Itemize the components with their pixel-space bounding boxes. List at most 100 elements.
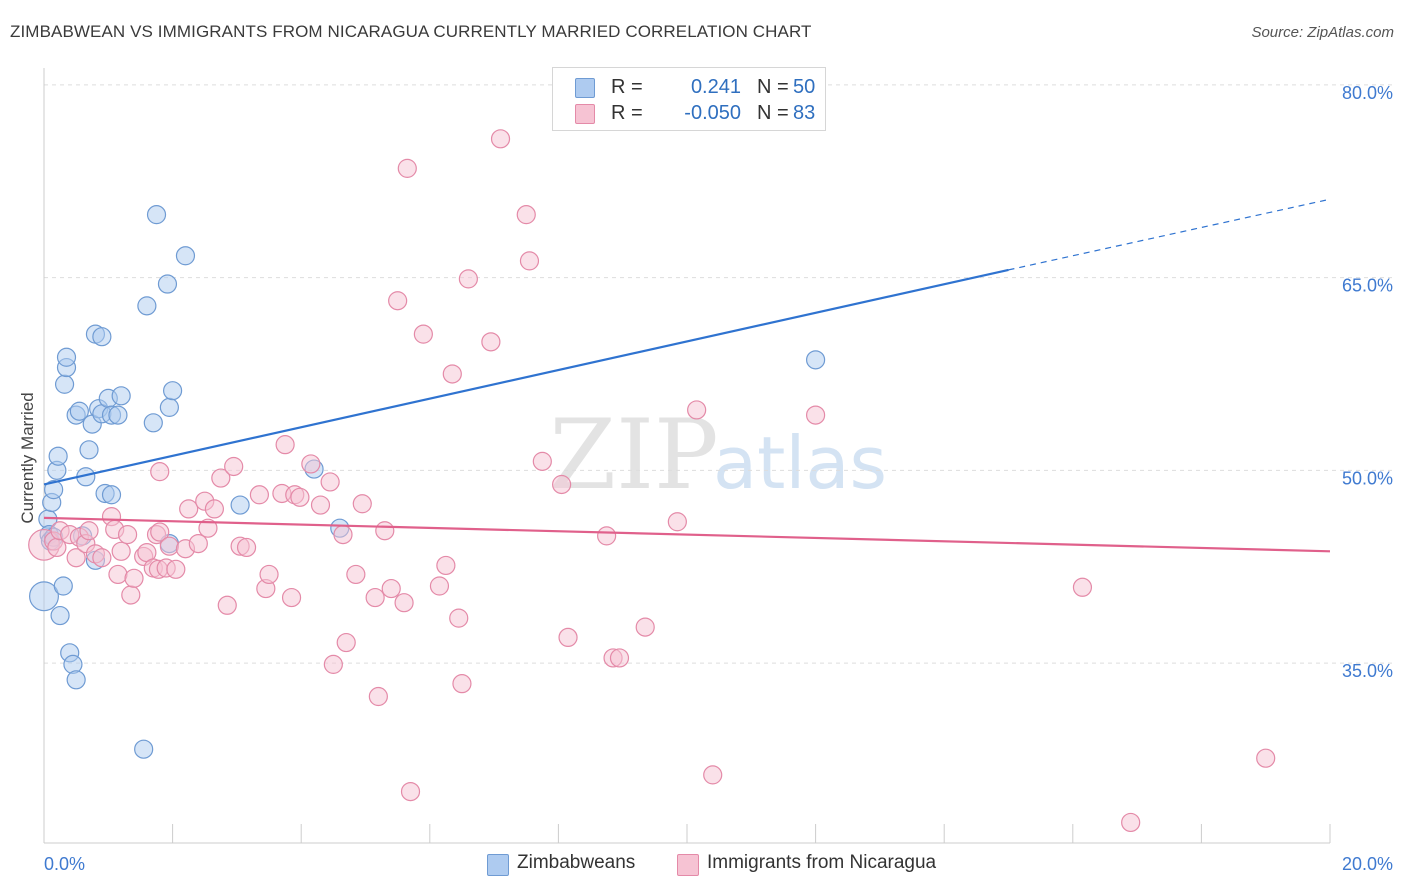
nicaragua-point (442, 364, 462, 384)
nicaragua-point (532, 451, 552, 471)
nicaragua-point (275, 435, 295, 455)
r-value: 0.241 (690, 76, 741, 98)
y-tick-label: 80.0% (1342, 83, 1393, 103)
nicaragua-point (320, 472, 340, 492)
r-value: -0.050 (684, 102, 741, 124)
nicaragua-point (381, 578, 401, 599)
nicaragua-point (259, 564, 279, 585)
nicaragua-point (490, 129, 511, 149)
x-tick-label: 0.0% (44, 854, 85, 874)
nicaragua-point (117, 524, 138, 545)
zimbabwean-point (137, 296, 157, 316)
nicaragua-point (198, 518, 218, 538)
zimbabwean-point (44, 480, 64, 500)
zimbabwean-point (69, 401, 89, 421)
nicaragua-point (1256, 748, 1276, 768)
zimbabwean-point (29, 581, 59, 612)
zimbabwean-point (134, 739, 154, 759)
zimbabwean-point (175, 246, 196, 266)
zimbabwean-point (92, 327, 112, 347)
zimbabwean-point (157, 274, 178, 294)
zimbabwean-point (108, 405, 128, 425)
nicaragua-point (336, 632, 356, 653)
nicaragua-point (436, 555, 456, 576)
legend-swatch-pink (677, 854, 699, 876)
nicaragua-point (687, 400, 707, 420)
zimbabwean-point (111, 386, 131, 406)
y-tick-label: 35.0% (1342, 661, 1393, 681)
nicaragua-point (429, 576, 450, 596)
n-label: N = (757, 102, 789, 124)
zimbabwean-trend-extension (1008, 198, 1331, 271)
nicaragua-point (150, 462, 170, 482)
nicaragua-point (516, 205, 536, 225)
zimbabwean-point (230, 495, 250, 515)
legend-swatch-pink (575, 104, 595, 124)
nicaragua-point (609, 648, 630, 668)
nicaragua-point (224, 456, 244, 477)
nicaragua-point (249, 485, 270, 505)
nicaragua-point (703, 765, 723, 785)
nicaragua-point (79, 521, 99, 541)
zimbabwean-point (143, 413, 163, 433)
nicaragua-point (413, 324, 433, 344)
zimbabwean-point (146, 205, 167, 225)
zimbabwean-trend-line (43, 268, 1009, 486)
correlation-legend: R = 0.241 N = 50 R = -0.050 N = 83 (552, 67, 826, 131)
nicaragua-point (805, 405, 826, 425)
nicaragua-point (166, 559, 186, 579)
legend-label: Zimbabweans (517, 852, 636, 873)
nicaragua-point (375, 521, 395, 541)
nicaragua-point (124, 568, 144, 588)
nicaragua-point (1121, 812, 1141, 833)
source-label: Source: ZipAtlas.com (1251, 24, 1394, 41)
zimbabwean-point (53, 576, 73, 596)
zimbabwean-point (805, 350, 826, 370)
nicaragua-point (108, 564, 128, 585)
watermark-atlas: atlas (713, 421, 887, 505)
nicaragua-point (400, 781, 421, 802)
n-value: 50 (793, 76, 816, 98)
y-tick-label: 65.0% (1342, 276, 1393, 296)
nicaragua-point (310, 495, 331, 515)
nicaragua-point (352, 494, 372, 514)
nicaragua-point (519, 251, 540, 271)
nicaragua-point (111, 541, 131, 561)
nicaragua-point (346, 564, 366, 585)
nicaragua-point (159, 536, 179, 556)
nicaragua-point (458, 269, 478, 289)
nicaragua-point (236, 537, 257, 558)
nicaragua-point (121, 585, 141, 605)
nicaragua-point (481, 332, 501, 352)
zimbabwean-point (56, 347, 77, 367)
nicaragua-point (667, 512, 687, 532)
nicaragua-point (281, 587, 302, 608)
nicaragua-point (92, 548, 112, 568)
zimbabwean-point (66, 670, 86, 690)
legend-label: Immigrants from Nicaragua (707, 852, 937, 873)
zimbabwean-point (163, 381, 183, 401)
nicaragua-point (397, 158, 417, 178)
nicaragua-point (150, 522, 170, 542)
zimbabwean-point (54, 374, 75, 394)
nicaragua-point (217, 595, 237, 615)
watermark-zip: ZIP (549, 399, 718, 511)
zimbabwean-point (50, 605, 70, 626)
x-tick-label: 20.0% (1342, 854, 1393, 874)
nicaragua-point (558, 627, 578, 648)
zimbabwean-point (79, 440, 99, 460)
nicaragua-point (597, 526, 617, 546)
nicaragua-point (365, 587, 385, 608)
n-value: 83 (793, 102, 816, 124)
nicaragua-point (368, 686, 388, 707)
nicaragua-point (301, 454, 321, 474)
nicaragua-trend-line (43, 516, 1331, 553)
nicaragua-point (394, 593, 414, 613)
r-label: R = (611, 102, 643, 124)
nicaragua-point (211, 468, 231, 488)
nicaragua-point (635, 617, 655, 637)
zimbabwean-point (101, 485, 122, 505)
zimbabwean-point (159, 397, 179, 417)
nicaragua-point (290, 487, 310, 507)
